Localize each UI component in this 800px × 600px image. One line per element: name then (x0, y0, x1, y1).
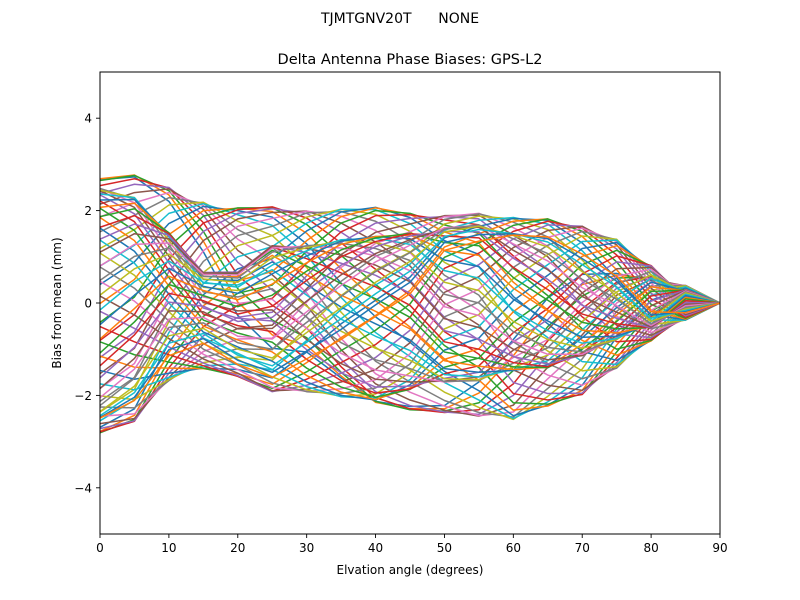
series-line-7 (99, 191, 721, 417)
series-line-27 (99, 212, 721, 417)
x-tick-label: 30 (299, 541, 314, 555)
series-line-35 (99, 224, 721, 393)
x-tick-label: 40 (368, 541, 383, 555)
series-line-14 (99, 206, 721, 401)
series-line-9 (99, 201, 721, 421)
series-line-68 (99, 224, 721, 407)
series-line-44 (99, 200, 721, 394)
series-line-48 (99, 187, 721, 383)
series-line-66 (99, 226, 721, 390)
series-line-67 (99, 224, 721, 399)
ticks-layer: 0 10 20 30 40 50 60 70 80 90 −4 −2 0 2 4 (74, 112, 727, 555)
x-tick-label: 90 (712, 541, 727, 555)
x-tick-label: 50 (437, 541, 452, 555)
series-line-41 (99, 227, 721, 401)
x-tick-label: 20 (230, 541, 245, 555)
x-tick-label: 80 (643, 541, 658, 555)
figure-suptitle: TJMTGNV20T NONE (320, 11, 479, 27)
y-axis-label: Bias from mean (mm) (50, 237, 64, 368)
series-line-13 (99, 207, 721, 405)
series-line-64 (99, 232, 721, 367)
x-tick-label: 70 (575, 541, 590, 555)
series-line-23 (99, 209, 721, 434)
x-tick-label: 10 (161, 541, 176, 555)
series-line-6 (99, 188, 721, 417)
series-line-71 (99, 232, 721, 419)
x-tick-label: 0 (96, 541, 104, 555)
series-line-46 (99, 190, 721, 383)
series-line-42 (99, 216, 721, 401)
y-tick-label: 4 (84, 112, 92, 126)
series-layer (99, 174, 721, 434)
series-line-70 (99, 228, 721, 417)
plot-frame (99, 71, 721, 535)
series-line-45 (99, 194, 721, 388)
y-tick-label: 2 (84, 204, 92, 218)
series-line-69 (99, 225, 721, 413)
series-line-59 (99, 239, 721, 350)
series-line-72 (99, 234, 721, 419)
x-axis-label: Elvation angle (degrees) (337, 563, 484, 577)
series-line-12 (99, 207, 721, 411)
series-line-60 (99, 237, 721, 344)
series-line-49 (99, 189, 721, 381)
series-line-37 (99, 227, 721, 392)
series-line-65 (99, 230, 721, 379)
y-tick-label: −4 (74, 481, 92, 495)
series-line-21 (99, 206, 721, 428)
x-tick-label: 60 (506, 541, 521, 555)
series-line-61 (99, 235, 721, 338)
series-line-15 (99, 208, 721, 395)
y-tick-label: −2 (74, 389, 92, 403)
series-line-36 (99, 225, 721, 392)
y-tick-label: 0 (84, 297, 92, 311)
series-line-62 (99, 234, 721, 340)
series-line-25 (99, 215, 721, 430)
chart-title: Delta Antenna Phase Biases: GPS-L2 (278, 52, 543, 68)
